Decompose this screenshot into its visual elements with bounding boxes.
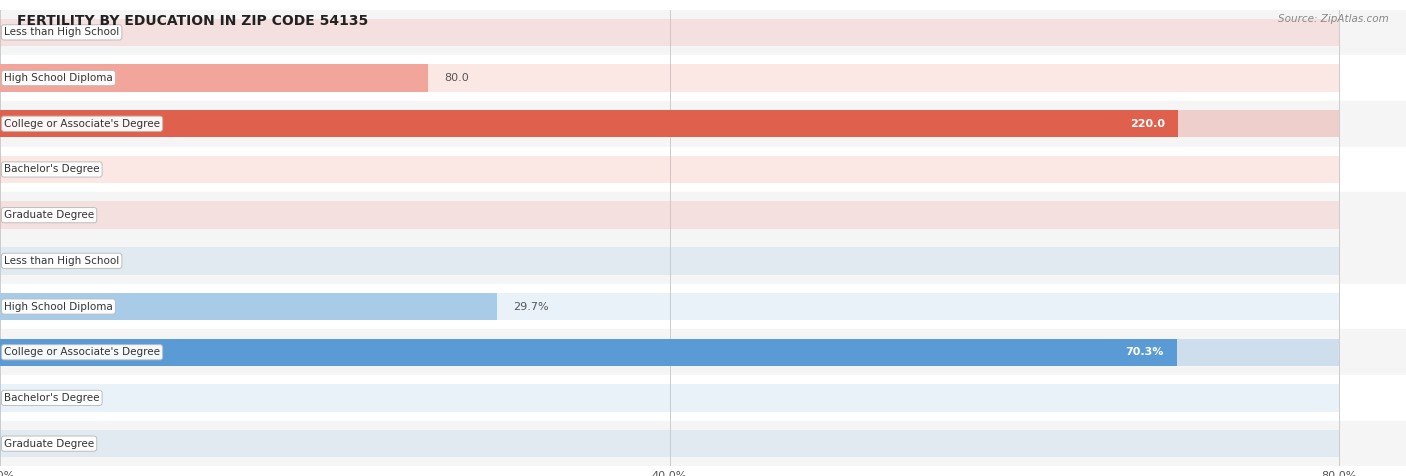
Bar — [0, 192, 1406, 238]
Text: Source: ZipAtlas.com: Source: ZipAtlas.com — [1278, 14, 1389, 24]
Text: Graduate Degree: Graduate Degree — [4, 210, 94, 220]
Text: Bachelor's Degree: Bachelor's Degree — [4, 393, 100, 403]
Bar — [0, 421, 1406, 466]
Bar — [0, 293, 1339, 320]
Bar — [0, 201, 1339, 229]
Text: High School Diploma: High School Diploma — [4, 301, 112, 312]
Bar — [0, 55, 1406, 101]
Bar — [0, 19, 1339, 46]
Bar — [0, 110, 1339, 138]
Text: 29.7%: 29.7% — [513, 301, 548, 312]
Text: 0.0%: 0.0% — [15, 438, 45, 449]
Bar — [0, 156, 1339, 183]
Text: 220.0: 220.0 — [1130, 119, 1166, 129]
Bar — [0, 430, 1339, 457]
Bar — [0, 329, 1406, 375]
Bar — [0, 338, 1177, 366]
Bar — [0, 384, 1339, 412]
Text: 0.0: 0.0 — [15, 210, 34, 220]
Text: FERTILITY BY EDUCATION IN ZIP CODE 54135: FERTILITY BY EDUCATION IN ZIP CODE 54135 — [17, 14, 368, 28]
Text: College or Associate's Degree: College or Associate's Degree — [4, 119, 160, 129]
Text: 0.0%: 0.0% — [15, 393, 45, 403]
Bar — [0, 64, 429, 92]
Bar — [0, 338, 1339, 366]
Text: 80.0: 80.0 — [444, 73, 470, 83]
Bar — [0, 101, 1406, 147]
Text: 70.3%: 70.3% — [1125, 347, 1163, 357]
Text: 0.0: 0.0 — [15, 27, 34, 38]
Text: Graduate Degree: Graduate Degree — [4, 438, 94, 449]
Bar — [0, 375, 1406, 421]
Bar — [0, 110, 1178, 138]
Bar — [0, 10, 1406, 55]
Text: Less than High School: Less than High School — [4, 256, 120, 266]
Bar — [0, 293, 498, 320]
Bar — [0, 238, 1406, 284]
Text: High School Diploma: High School Diploma — [4, 73, 112, 83]
Bar — [0, 64, 1339, 92]
Text: Less than High School: Less than High School — [4, 27, 120, 38]
Bar — [0, 247, 1339, 275]
Text: College or Associate's Degree: College or Associate's Degree — [4, 347, 160, 357]
Text: 0.0: 0.0 — [15, 164, 34, 175]
Bar — [0, 147, 1406, 192]
Bar — [0, 284, 1406, 329]
Text: Bachelor's Degree: Bachelor's Degree — [4, 164, 100, 175]
Text: 0.0%: 0.0% — [15, 256, 45, 266]
